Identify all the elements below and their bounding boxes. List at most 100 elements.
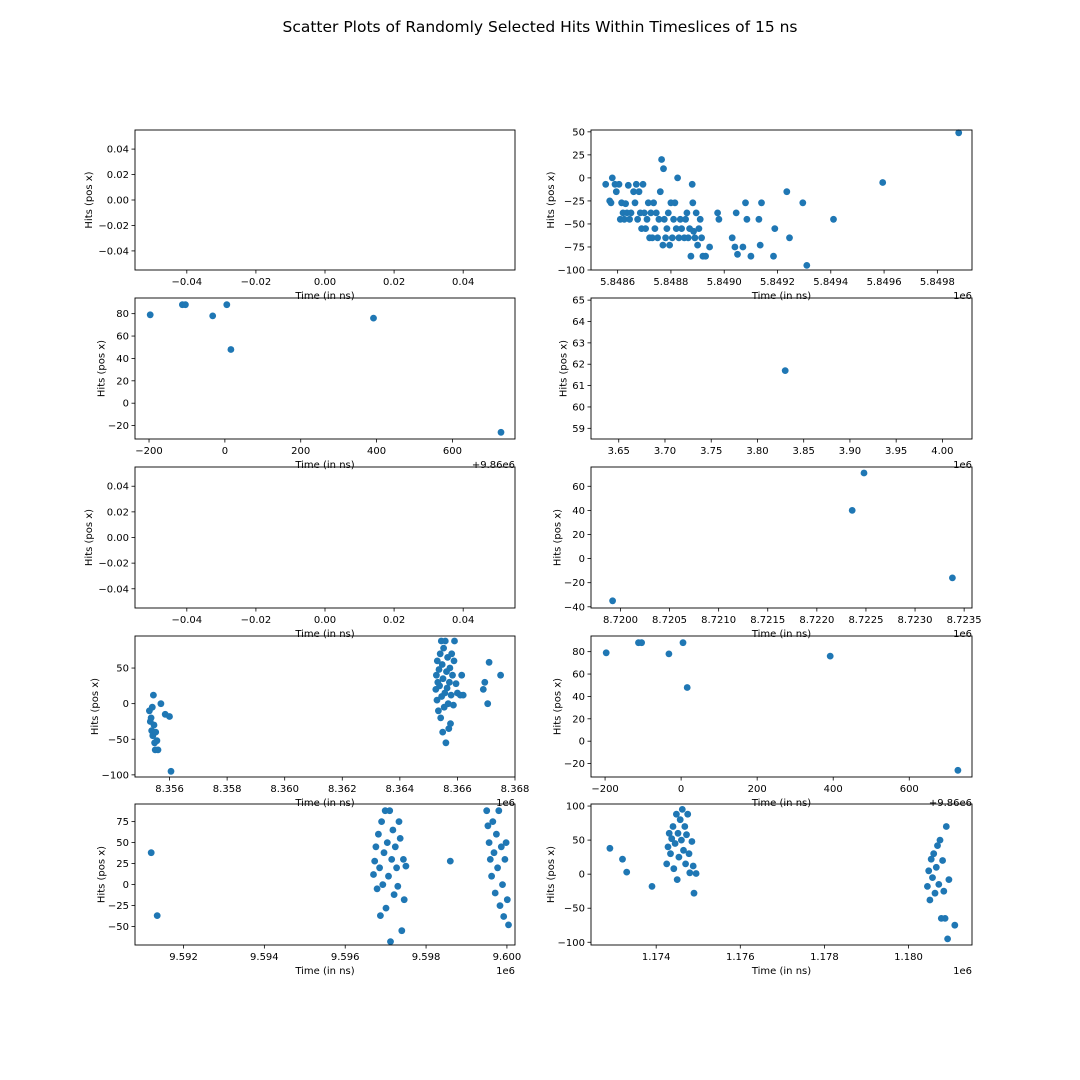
x-offset-label: 1e6: [496, 966, 515, 977]
data-point: [449, 671, 456, 679]
data-point: [690, 227, 697, 235]
x-tick-label: 5.8486: [600, 277, 635, 288]
x-tick-label: 0.02: [383, 615, 405, 626]
x-tick-label: 8.7230: [898, 615, 933, 626]
data-point: [499, 881, 506, 888]
data-point: [941, 915, 949, 922]
data-point: [615, 180, 623, 188]
data-point: [683, 831, 690, 839]
data-point: [632, 180, 640, 188]
x-tick-label: 600: [443, 446, 462, 457]
data-point: [393, 864, 400, 872]
y-tick-label: 0.00: [107, 533, 129, 544]
data-point: [387, 938, 394, 945]
x-axis-label: Time (in ns): [751, 966, 811, 977]
axes-frame: [590, 129, 973, 271]
data-point: [391, 843, 399, 851]
data-point: [446, 857, 454, 865]
data-point: [386, 807, 394, 815]
x-tick-label: 8.368: [501, 784, 530, 795]
data-point: [683, 209, 691, 217]
y-tick-label: 50: [116, 664, 129, 675]
y-tick-label: −20: [564, 759, 585, 770]
x-tick-label: 400: [367, 446, 386, 457]
x-tick-label: 9.592: [169, 952, 198, 963]
data-point: [400, 896, 408, 904]
data-point: [503, 896, 511, 904]
y-axis-label: Hits (pos x): [96, 340, 107, 397]
y-tick-label: 0: [123, 880, 129, 891]
data-point: [860, 469, 868, 477]
data-point: [376, 864, 383, 872]
axes-frame: [134, 635, 516, 778]
x-tick-label: 8.356: [155, 784, 184, 795]
y-tick-label: 65: [572, 296, 585, 307]
data-point: [678, 225, 685, 233]
y-tick-label: 50: [116, 838, 129, 849]
axes-frame: [134, 129, 516, 271]
x-tick-label: 8.7215: [750, 615, 785, 626]
y-axis-label: Hits (pos x): [546, 846, 557, 903]
y-tick-label: −0.04: [98, 246, 129, 257]
data-point: [648, 883, 656, 890]
y-tick-label: 0: [579, 737, 585, 748]
data-point: [167, 767, 175, 775]
data-point: [691, 234, 699, 242]
data-point: [799, 199, 807, 207]
data-point: [450, 657, 458, 665]
data-point: [939, 857, 946, 864]
data-point: [926, 896, 934, 904]
y-tick-label: −50: [108, 922, 129, 933]
data-point: [848, 507, 856, 514]
data-point: [447, 720, 454, 727]
x-tick-label: 8.7225: [848, 615, 883, 626]
data-point: [433, 657, 441, 665]
x-offset-label: 1e6: [953, 291, 972, 302]
scatter-panel-plot-3-1: −0.04 −0.02 0.00 0.02 0.04 −0.04 −0.02 0.00 0.02…: [84, 466, 516, 640]
data-point: [440, 644, 447, 652]
y-tick-label: −50: [564, 904, 585, 915]
x-tick-label: 3.75: [700, 446, 722, 457]
data-point: [652, 209, 660, 217]
data-point: [437, 714, 445, 722]
y-tick-label: 25: [572, 150, 585, 161]
y-tick-label: 59: [572, 424, 585, 435]
data-point: [643, 215, 651, 223]
x-tick-label: 0.04: [452, 277, 474, 288]
data-point: [781, 367, 789, 374]
data-point: [671, 199, 679, 207]
x-tick-label: 5.8494: [813, 277, 848, 288]
data-point: [458, 671, 466, 679]
x-offset-label: +9.86e6: [472, 460, 515, 471]
data-point: [651, 225, 659, 233]
data-point: [734, 250, 741, 258]
data-point: [756, 241, 764, 249]
data-point: [612, 188, 620, 196]
x-tick-label: 5.8492: [760, 277, 795, 288]
data-point: [731, 243, 739, 251]
data-point: [949, 574, 956, 582]
data-point: [388, 856, 396, 863]
x-tick-label: 8.360: [270, 784, 299, 795]
data-point: [945, 876, 953, 883]
data-point: [486, 856, 494, 863]
data-point: [924, 883, 931, 890]
x-tick-label: 5.8498: [920, 277, 955, 288]
x-tick-label: 0.04: [452, 615, 474, 626]
y-tick-label: 20: [572, 530, 585, 541]
data-point: [438, 661, 446, 668]
data-point: [803, 262, 811, 269]
scatter-panel-plot-2-2: 3.65 3.70 3.75 3.80 3.85 3.90 3.95 4.00 59 60 61 62…: [559, 296, 973, 471]
data-point: [932, 863, 940, 871]
data-point: [439, 728, 447, 736]
x-tick-label: 0.02: [383, 277, 405, 288]
scatter-panel-plot-1-2: 5.8486 5.8488 5.8490 5.8492 5.8494 5.8496 5.84…: [546, 127, 973, 302]
data-point: [692, 209, 700, 217]
axes-frame: [590, 466, 973, 609]
data-point: [148, 703, 156, 711]
x-tick-label: 400: [824, 784, 843, 795]
x-offset-label: 1e6: [496, 798, 515, 809]
y-tick-label: 20: [116, 376, 129, 387]
